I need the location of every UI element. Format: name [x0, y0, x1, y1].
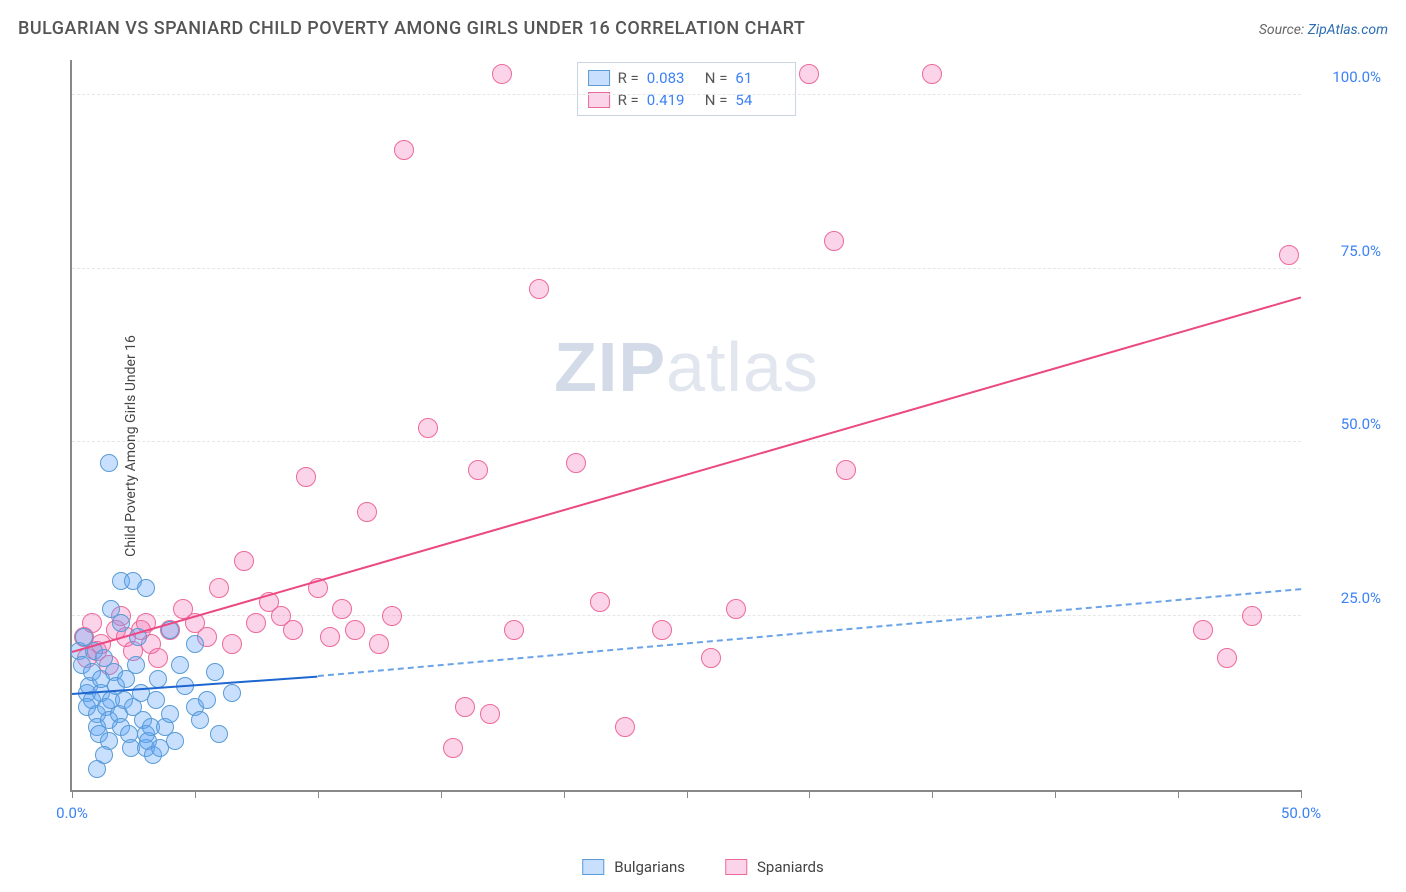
- chart-header: BULGARIAN VS SPANIARD CHILD POVERTY AMON…: [18, 18, 1388, 39]
- scatter-point-spaniards: [480, 704, 500, 724]
- y-tick-label: 25.0%: [1311, 589, 1381, 607]
- scatter-point-spaniards: [394, 140, 414, 160]
- scatter-point-spaniards: [320, 627, 340, 647]
- scatter-point-spaniards: [504, 620, 524, 640]
- scatter-point-spaniards: [296, 467, 316, 487]
- scatter-point-bulgarians: [100, 454, 118, 472]
- source-link[interactable]: ZipAtlas.com: [1308, 22, 1388, 38]
- scatter-point-spaniards: [283, 620, 303, 640]
- y-tick-label: 50.0%: [1311, 415, 1381, 433]
- scatter-point-spaniards: [357, 502, 377, 522]
- scatter-point-spaniards: [209, 578, 229, 598]
- scatter-point-spaniards: [1242, 606, 1262, 626]
- n-label: N =: [705, 69, 728, 87]
- x-tick: [1301, 790, 1302, 798]
- scatter-point-spaniards: [418, 418, 438, 438]
- swatch-bulgarians: [588, 70, 610, 86]
- x-tick: [72, 790, 73, 798]
- chart-title: BULGARIAN VS SPANIARD CHILD POVERTY AMON…: [18, 18, 805, 39]
- gridline-h: [72, 441, 1301, 442]
- scatter-point-bulgarians: [166, 732, 184, 750]
- legend-label-bulgarians: Bulgarians: [614, 858, 685, 876]
- scatter-point-spaniards: [382, 606, 402, 626]
- bottom-legend: Bulgarians Spaniards: [582, 858, 824, 876]
- x-tick-label: 50.0%: [1281, 804, 1321, 822]
- scatter-point-bulgarians: [198, 691, 216, 709]
- y-tick-label: 100.0%: [1311, 68, 1381, 86]
- legend-item-spaniards: Spaniards: [725, 858, 824, 876]
- r-value-bulgarians: 0.083: [647, 69, 697, 87]
- scatter-point-bulgarians: [171, 656, 189, 674]
- x-tick: [932, 790, 933, 798]
- x-tick: [564, 790, 565, 798]
- scatter-point-spaniards: [222, 634, 242, 654]
- scatter-point-spaniards: [652, 620, 672, 640]
- stats-row-bulgarians: R = 0.083 N = 61: [588, 67, 786, 89]
- scatter-point-spaniards: [799, 64, 819, 84]
- scatter-point-spaniards: [922, 64, 942, 84]
- x-tick-label: 0.0%: [56, 804, 88, 822]
- scatter-point-bulgarians: [95, 746, 113, 764]
- source-prefix: Source:: [1259, 22, 1308, 38]
- scatter-point-spaniards: [148, 648, 168, 668]
- swatch-bulgarians: [582, 859, 604, 875]
- x-tick: [1055, 790, 1056, 798]
- x-tick: [687, 790, 688, 798]
- scatter-point-spaniards: [443, 738, 463, 758]
- x-tick: [1178, 790, 1179, 798]
- watermark-light: atlas: [666, 328, 819, 406]
- source-attribution: Source: ZipAtlas.com: [1259, 22, 1388, 38]
- scatter-point-spaniards: [369, 634, 389, 654]
- x-tick: [809, 790, 810, 798]
- chart-area: Child Poverty Among Girls Under 16 ZIPat…: [30, 60, 1386, 832]
- stats-row-spaniards: R = 0.419 N = 54: [588, 89, 786, 111]
- scatter-point-spaniards: [529, 279, 549, 299]
- scatter-point-bulgarians: [137, 579, 155, 597]
- scatter-point-spaniards: [455, 697, 475, 717]
- swatch-spaniards: [725, 859, 747, 875]
- watermark: ZIPatlas: [554, 327, 819, 407]
- scatter-point-spaniards: [234, 551, 254, 571]
- stats-legend: R = 0.083 N = 61 R = 0.419 N = 54: [577, 62, 797, 116]
- scatter-point-spaniards: [246, 613, 266, 633]
- scatter-point-bulgarians: [127, 656, 145, 674]
- scatter-point-spaniards: [1193, 620, 1213, 640]
- trend-line: [318, 588, 1301, 677]
- scatter-point-spaniards: [332, 599, 352, 619]
- trend-line: [72, 296, 1302, 652]
- scatter-point-bulgarians: [147, 691, 165, 709]
- r-label: R =: [618, 69, 639, 87]
- scatter-point-spaniards: [590, 592, 610, 612]
- watermark-bold: ZIP: [554, 328, 666, 406]
- scatter-point-spaniards: [824, 231, 844, 251]
- x-tick: [441, 790, 442, 798]
- scatter-point-spaniards: [701, 648, 721, 668]
- scatter-point-spaniards: [1217, 648, 1237, 668]
- scatter-point-bulgarians: [161, 705, 179, 723]
- y-tick-label: 75.0%: [1311, 242, 1381, 260]
- scatter-point-spaniards: [615, 717, 635, 737]
- scatter-point-bulgarians: [206, 663, 224, 681]
- legend-label-spaniards: Spaniards: [757, 858, 824, 876]
- gridline-h: [72, 268, 1301, 269]
- scatter-point-bulgarians: [210, 725, 228, 743]
- scatter-point-bulgarians: [223, 684, 241, 702]
- scatter-point-spaniards: [566, 453, 586, 473]
- scatter-point-spaniards: [836, 460, 856, 480]
- scatter-point-bulgarians: [149, 670, 167, 688]
- gridline-h: [72, 94, 1301, 95]
- legend-item-bulgarians: Bulgarians: [582, 858, 685, 876]
- x-tick: [195, 790, 196, 798]
- scatter-point-spaniards: [726, 599, 746, 619]
- scatter-point-spaniards: [492, 64, 512, 84]
- scatter-point-bulgarians: [191, 711, 209, 729]
- scatter-point-bulgarians: [112, 614, 130, 632]
- scatter-point-bulgarians: [186, 635, 204, 653]
- x-tick: [318, 790, 319, 798]
- scatter-point-spaniards: [1279, 245, 1299, 265]
- scatter-point-spaniards: [468, 460, 488, 480]
- plot-area: ZIPatlas R = 0.083 N = 61 R = 0.419 N = …: [70, 60, 1301, 792]
- n-value-bulgarians: 61: [735, 69, 785, 87]
- scatter-point-spaniards: [345, 620, 365, 640]
